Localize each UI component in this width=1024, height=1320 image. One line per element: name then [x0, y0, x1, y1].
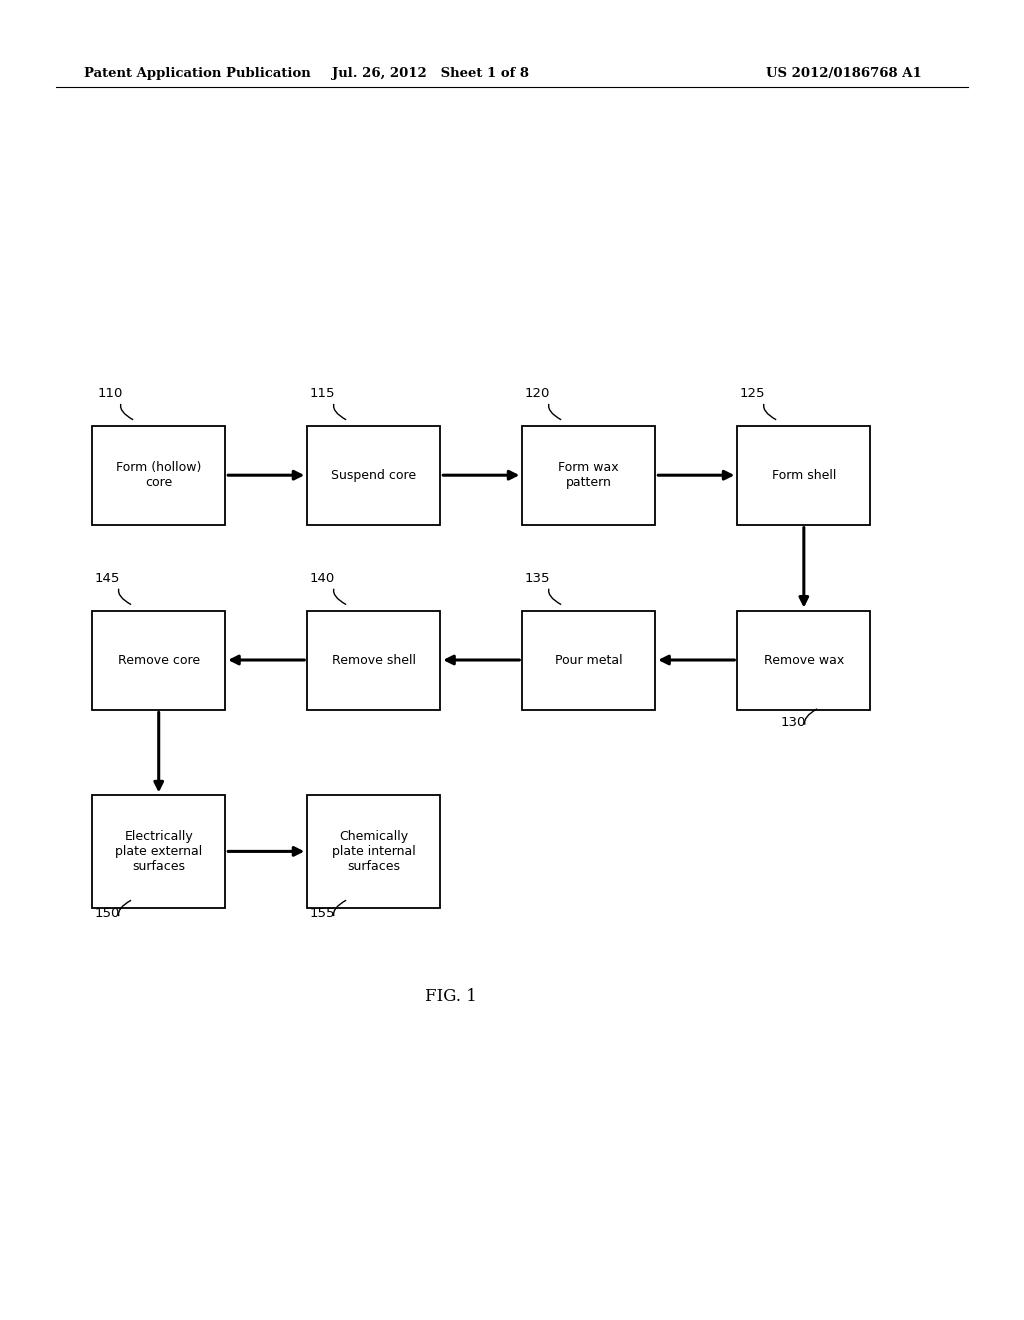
- Text: Form shell: Form shell: [772, 469, 836, 482]
- Text: 120: 120: [524, 387, 550, 400]
- Text: Remove wax: Remove wax: [764, 653, 844, 667]
- Bar: [737, 425, 870, 524]
- Text: Form (hollow)
core: Form (hollow) core: [116, 461, 202, 490]
- Text: Jul. 26, 2012   Sheet 1 of 8: Jul. 26, 2012 Sheet 1 of 8: [332, 67, 528, 81]
- Text: 125: 125: [739, 387, 765, 400]
- Text: Remove shell: Remove shell: [332, 653, 416, 667]
- Text: Chemically
plate internal
surfaces: Chemically plate internal surfaces: [332, 830, 416, 873]
- Text: Electrically
plate external
surfaces: Electrically plate external surfaces: [115, 830, 203, 873]
- Bar: [92, 425, 225, 524]
- Text: 135: 135: [524, 572, 550, 585]
- Bar: [522, 425, 655, 524]
- Text: 150: 150: [94, 907, 120, 920]
- Bar: [307, 425, 440, 524]
- Text: 155: 155: [309, 907, 335, 920]
- Text: 140: 140: [309, 572, 335, 585]
- Text: Form wax
pattern: Form wax pattern: [558, 461, 620, 490]
- Bar: [92, 610, 225, 710]
- Bar: [307, 795, 440, 908]
- Bar: [522, 610, 655, 710]
- Text: US 2012/0186768 A1: US 2012/0186768 A1: [766, 67, 922, 81]
- Text: Suspend core: Suspend core: [331, 469, 417, 482]
- Text: Pour metal: Pour metal: [555, 653, 623, 667]
- Bar: [737, 610, 870, 710]
- Bar: [92, 795, 225, 908]
- Text: 145: 145: [94, 572, 120, 585]
- Text: FIG. 1: FIG. 1: [425, 989, 476, 1005]
- Text: Remove core: Remove core: [118, 653, 200, 667]
- Text: 110: 110: [97, 387, 123, 400]
- Text: 115: 115: [309, 387, 335, 400]
- Bar: [307, 610, 440, 710]
- Text: 130: 130: [780, 715, 806, 729]
- Text: Patent Application Publication: Patent Application Publication: [84, 67, 310, 81]
